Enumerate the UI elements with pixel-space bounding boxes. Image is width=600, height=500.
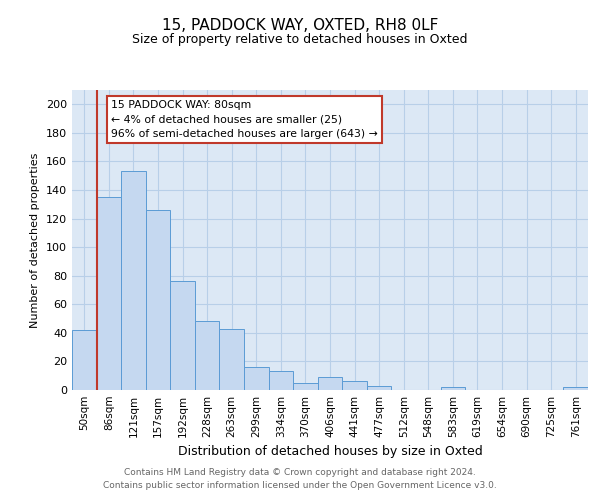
Bar [244, 367, 269, 390]
Bar [121, 172, 146, 390]
Bar [269, 372, 293, 390]
Text: Size of property relative to detached houses in Oxted: Size of property relative to detached ho… [132, 32, 468, 46]
Bar [563, 387, 588, 390]
Bar [440, 387, 465, 390]
Bar [220, 328, 244, 390]
Bar [97, 197, 121, 390]
Y-axis label: Number of detached properties: Number of detached properties [31, 152, 40, 328]
Text: 15, PADDOCK WAY, OXTED, RH8 0LF: 15, PADDOCK WAY, OXTED, RH8 0LF [162, 18, 438, 32]
X-axis label: Distribution of detached houses by size in Oxted: Distribution of detached houses by size … [178, 446, 482, 458]
Bar [293, 383, 318, 390]
Bar [367, 386, 391, 390]
Bar [318, 377, 342, 390]
Text: Contains HM Land Registry data © Crown copyright and database right 2024.
Contai: Contains HM Land Registry data © Crown c… [103, 468, 497, 490]
Text: 15 PADDOCK WAY: 80sqm
← 4% of detached houses are smaller (25)
96% of semi-detac: 15 PADDOCK WAY: 80sqm ← 4% of detached h… [112, 100, 378, 139]
Bar [146, 210, 170, 390]
Bar [170, 282, 195, 390]
Bar [342, 382, 367, 390]
Bar [195, 322, 220, 390]
Bar [72, 330, 97, 390]
